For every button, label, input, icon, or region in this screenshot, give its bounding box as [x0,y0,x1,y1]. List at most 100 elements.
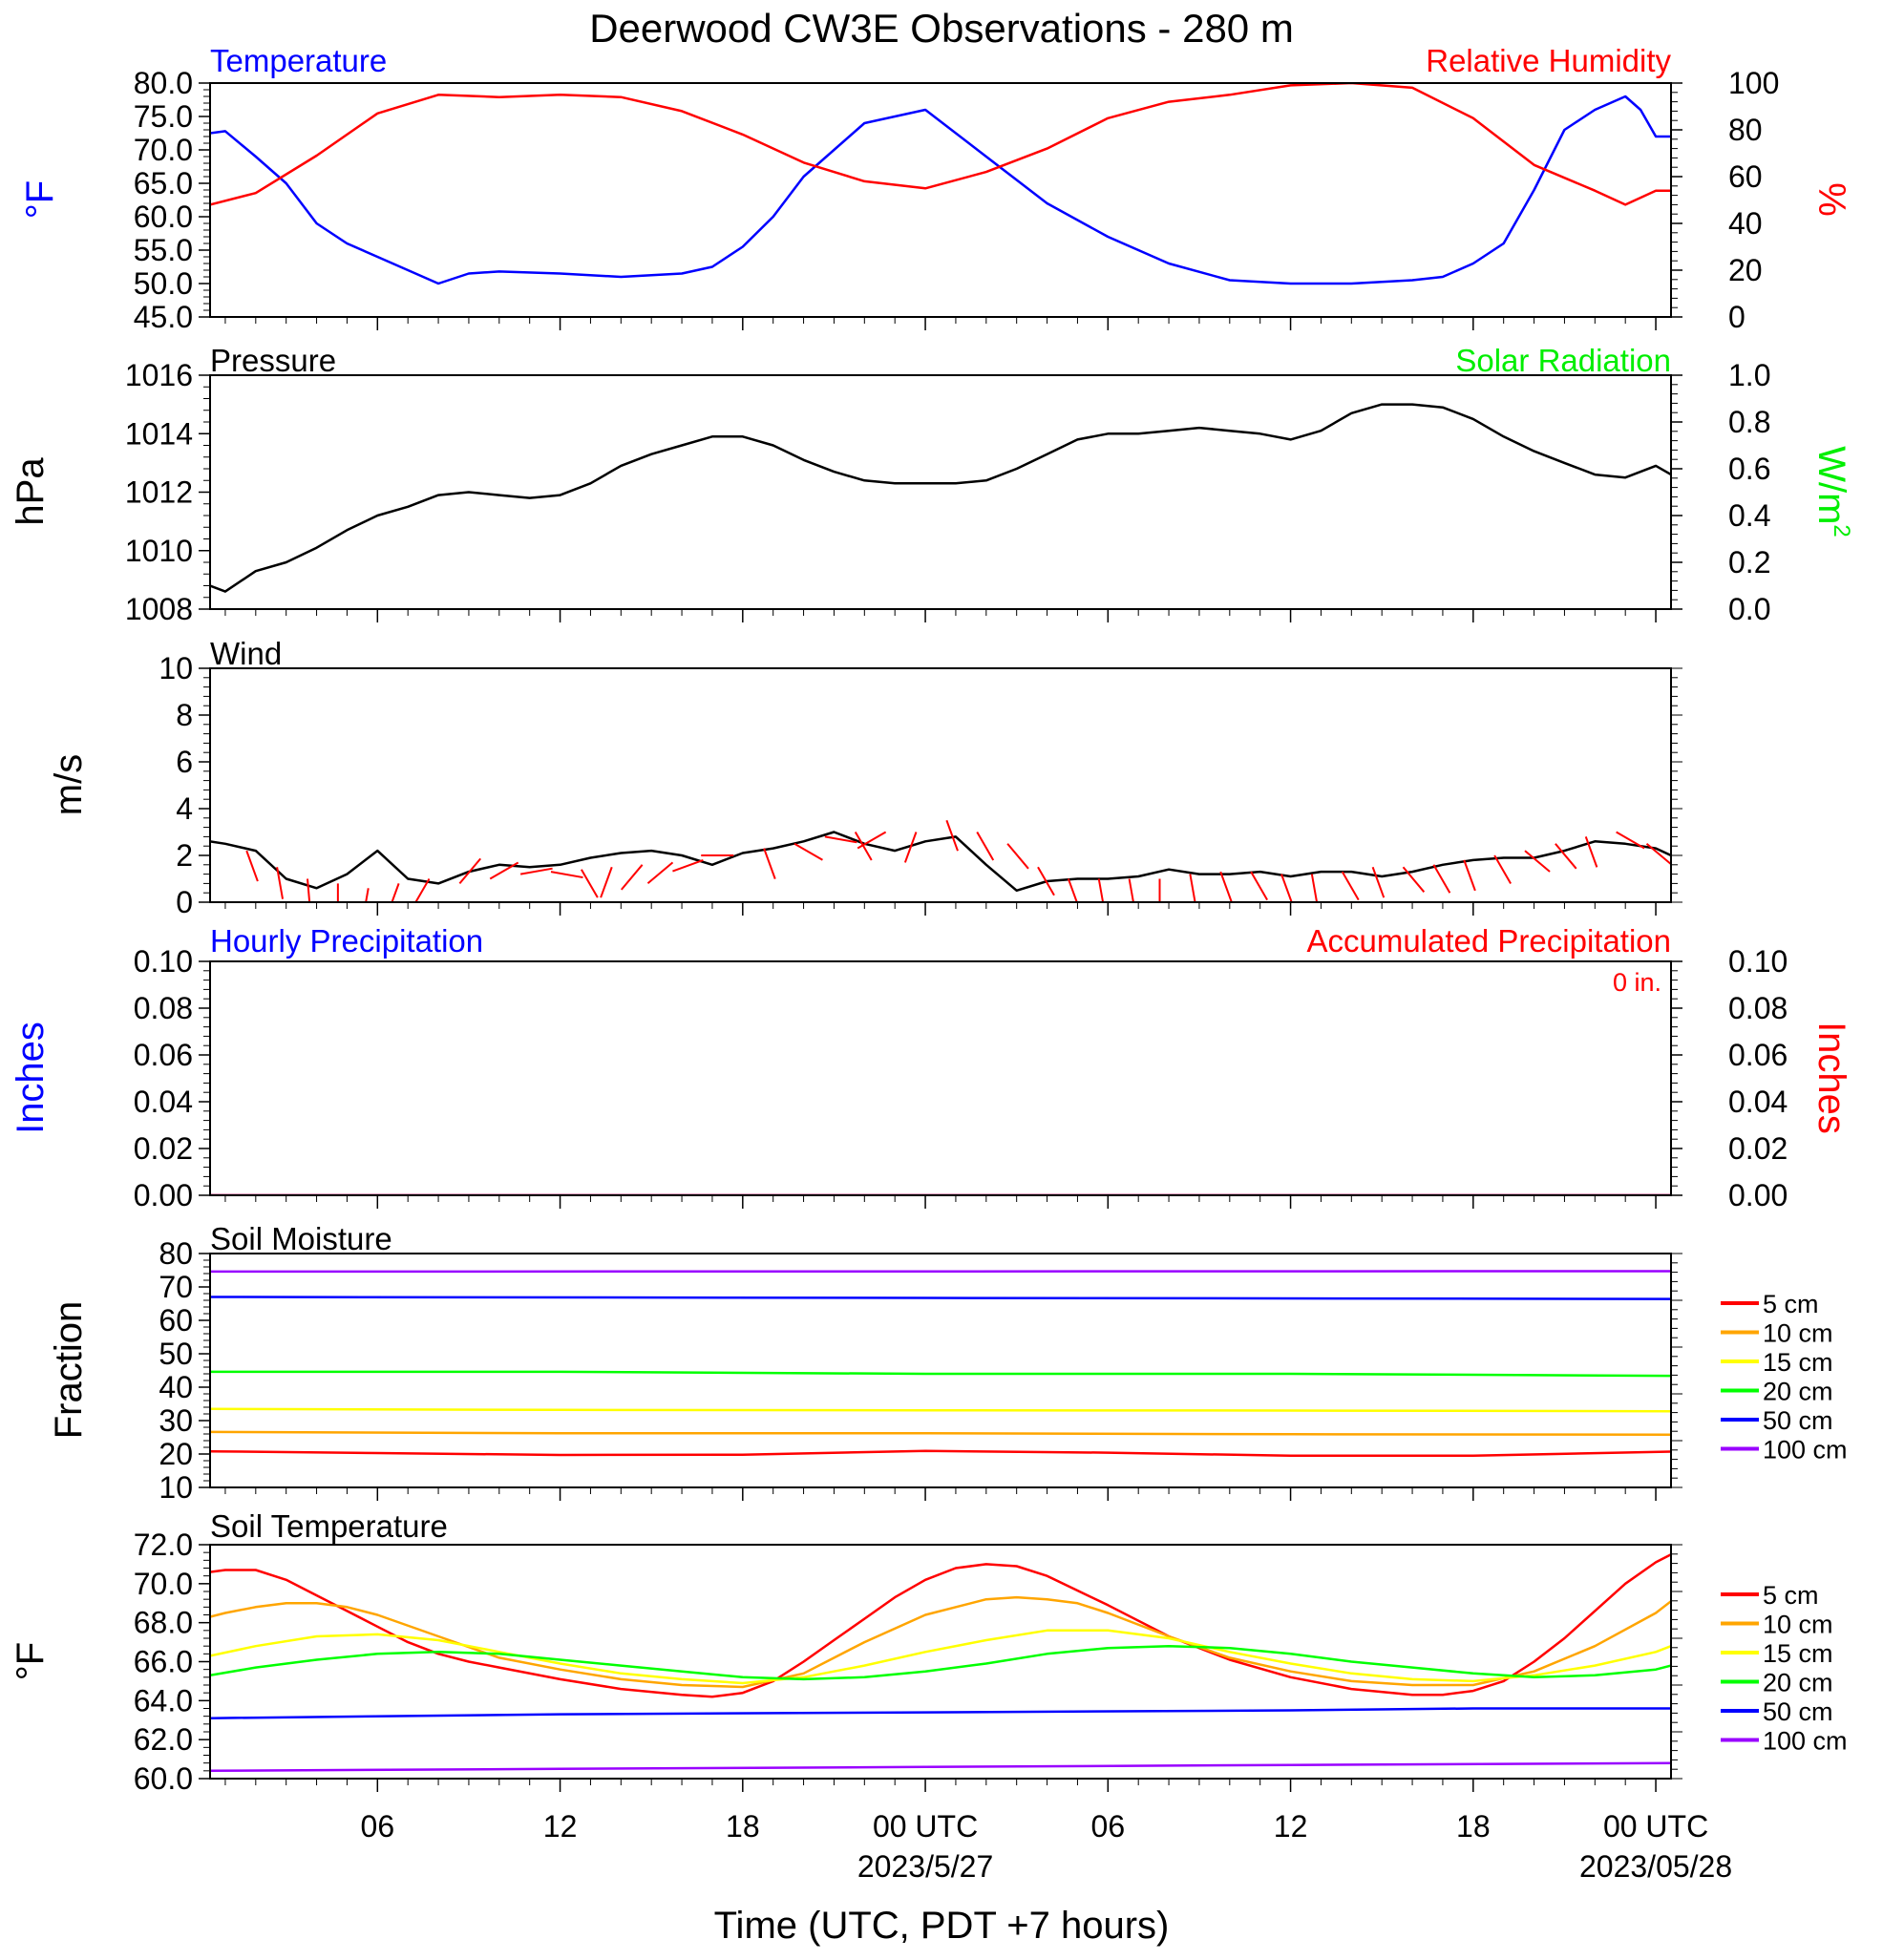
wind-barb [945,819,959,852]
soil-temp-ytick-label-left: 68.0 [134,1606,193,1640]
soil-temp-ytick-label-left: 66.0 [134,1645,193,1679]
soil-moisture-series-50-cm [210,1296,1671,1300]
wind-ylabel-left: m/s [48,754,90,815]
soil-temp-legend-label: 5 cm [1763,1581,1819,1610]
wind-barb [903,832,918,863]
wind-barb [1006,843,1029,870]
x-tick-date-label: 2023/5/27 [857,1849,993,1884]
temp-rh-ytick-label-left: 45.0 [134,300,193,334]
pressure-ytick-label-right: 0.6 [1728,452,1770,486]
wind-barb [307,878,311,902]
soil-temp-series-100-cm [210,1761,1671,1773]
soil-moisture-ytick-label-left: 60 [159,1303,193,1338]
wind-ytick-label-left: 10 [159,651,193,685]
precip-ylabel-left: Inches [10,1022,52,1134]
pressure-ytick-label-right: 0.2 [1728,545,1770,580]
temp-rh-ytick-label-left: 60.0 [134,200,193,234]
wind-ytick-label-left: 6 [176,745,193,779]
soil-moisture-legend-label: 5 cm [1763,1290,1819,1318]
pressure-series-pressure [210,403,1671,593]
temp-rh-ytick-label-left: 80.0 [134,66,193,100]
wind-barb [1280,874,1293,902]
soil-temp-ytick-label-left: 70.0 [134,1567,193,1601]
soil-moisture-legend-label: 100 cm [1763,1436,1848,1465]
wind-barb [1463,859,1476,892]
wind-barb [414,878,431,902]
figure-title: Deerwood CW3E Observations - 280 m [589,6,1294,51]
x-tick-label: 06 [361,1809,395,1844]
precip-ytick-label-left: 0.04 [134,1085,193,1119]
temp-rh-ytick-label-right: 40 [1728,206,1763,241]
pressure-ytick-label-left: 1012 [125,475,193,510]
pressure-ytick-label-right: 1.0 [1728,358,1770,392]
panel-wind: 10 8 6 4 2 0 Wind m/s [48,636,1682,919]
temp-rh-ytick-label-left: 55.0 [134,233,193,267]
precip-ytick-label-right: 0.10 [1728,944,1788,979]
wind-barb [489,861,519,880]
soil-temp-ylabel-left: °F [10,1642,52,1680]
wind-barb [1584,836,1598,868]
soil-moisture-series-15-cm [210,1407,1671,1413]
wind-barb [857,831,887,850]
temp-rh-ytick-label-right: 60 [1728,159,1763,194]
soil-temp-frame [209,1544,1672,1780]
wind-barb [672,858,704,873]
soil-temp-ytick-label-left: 64.0 [134,1683,193,1718]
wind-barb [646,861,674,884]
panel-precipitation: 0.10 0.08 0.06 0.04 0.02 0.00 0.10 0.08 0.06 0.04… [10,923,1852,1212]
wind-barb [581,869,599,898]
precip-clip-group: 0.10 0.08 0.06 0.04 0.02 0.00 0.10 0.08 0.06 0.04… [134,944,1788,1212]
wind-series-wind-speed [210,831,1671,893]
wind-barb [1432,864,1451,894]
soil-moisture-legend-label: 10 cm [1763,1319,1833,1348]
pressure-clip-group: 1016 1014 1012 1010 1008 1.0 0.8 0.6 0.4 0.2 0.0 [125,358,1771,626]
soil-moisture-ytick-label-left: 80 [159,1236,193,1271]
soil-temp-legend-label: 20 cm [1763,1669,1833,1697]
soil-temp-series-10-cm [210,1595,1671,1689]
pressure-ytick-label-left: 1014 [125,416,193,451]
wind-ytick-label-left: 0 [176,885,193,919]
temp-rh-frame [209,82,1672,318]
wind-title-left: Wind [210,636,282,671]
wind-clip-group: 10 8 6 4 2 0 [159,651,1682,919]
wind-barb [1645,842,1671,866]
temp-rh-ytick-label-right: 20 [1728,253,1763,287]
wind-barb [550,871,583,879]
precip-ytick-label-right: 0.08 [1728,991,1788,1025]
pressure-ytick-label-right: 0.4 [1728,498,1770,533]
temp-rh-clip-group: 80.075.070.065.060.055.050.045.0 100 80 60 4… [134,66,1780,334]
wind-barb [1097,878,1105,902]
soil-moisture-series-5-cm [210,1449,1671,1458]
x-tick-date-label: 2023/05/28 [1579,1849,1732,1884]
soil-moisture-legend-label: 20 cm [1763,1378,1833,1406]
wind-barb [976,832,995,861]
soil-moisture-ylabel-left: Fraction [48,1301,90,1440]
precip-ylabel-right: Inches [1810,1022,1852,1134]
soil-moisture-ytick-label-left: 30 [159,1403,193,1438]
soil-temp-legend-label: 50 cm [1763,1697,1833,1726]
pressure-ytick-label-left: 1008 [125,592,193,626]
wind-barb [1250,871,1268,901]
wind-barb [793,842,823,861]
wind-barb [276,867,285,899]
soil-moisture-legend-label: 50 cm [1763,1406,1833,1435]
pressure-ylabel-right: W/m2 [1810,446,1854,537]
soil-moisture-ytick-label-left: 10 [159,1470,193,1505]
temp-rh-ytick-label-left: 75.0 [134,99,193,134]
wind-barb [1310,874,1319,902]
pressure-plot-area [210,403,1671,593]
soil-moisture-plot-area [210,1270,1671,1458]
precip-ytick-label-left: 0.00 [134,1178,193,1212]
precip-ytick-label-left: 0.10 [134,944,193,979]
pressure-ylabel-right-unit: W/m [1810,446,1852,524]
x-tick-label: 00 UTC [873,1809,978,1844]
x-tick-label: 12 [543,1809,578,1844]
pressure-ylabel-left: hPa [10,457,52,526]
x-tick-label: 18 [726,1809,760,1844]
soil-moisture-series-10-cm [210,1430,1671,1436]
precip-ytick-label-right: 0.02 [1728,1131,1788,1166]
soil-moisture-ytick-label-left: 40 [159,1370,193,1404]
